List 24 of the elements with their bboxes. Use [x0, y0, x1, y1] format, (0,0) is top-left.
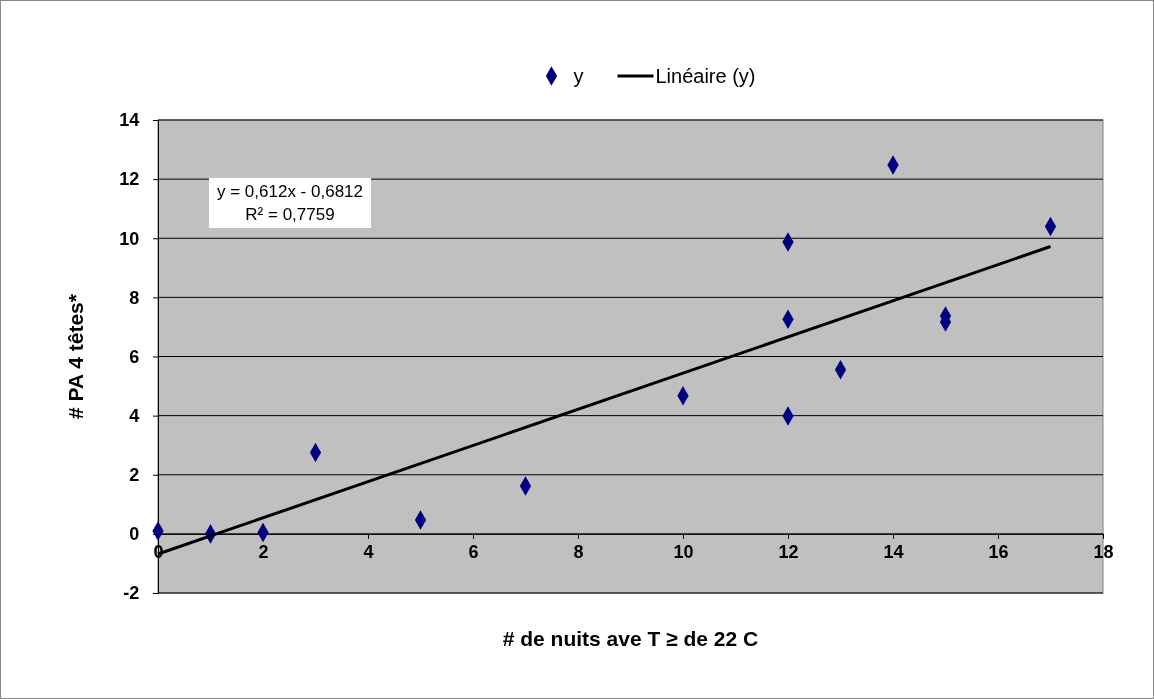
x-tick-label: 10	[673, 542, 694, 563]
y-tick-label: 0	[129, 524, 140, 545]
legend-label: y	[573, 65, 584, 87]
x-tick-label: 18	[1093, 542, 1114, 563]
x-tick-label: 12	[778, 542, 799, 563]
x-tick-label: 8	[573, 542, 584, 563]
y-axis-title: # PA 4 têtes*	[64, 293, 87, 419]
y-tick-label: 8	[129, 287, 140, 308]
annotation: R² = 0,7759	[245, 205, 335, 224]
x-axis-title: # de nuits ave T ≥ de 22 C	[502, 627, 759, 650]
y-tick-label: 14	[119, 110, 140, 131]
x-tick-label: 2	[258, 542, 269, 563]
x-tick-label: 4	[363, 542, 374, 563]
annotation: y = 0,612x - 0,6812	[216, 182, 364, 201]
x-tick-label: 6	[468, 542, 479, 563]
y-tick-label: 12	[119, 169, 140, 190]
y-tick-label: -2	[123, 583, 140, 604]
y-tick-label: 10	[119, 228, 140, 249]
legend-label: Linéaire (y)	[655, 65, 756, 87]
x-tick-label: 16	[988, 542, 1009, 563]
y-tick-label: 6	[129, 346, 140, 367]
x-tick-label: 14	[883, 542, 904, 563]
y-tick-label: 4	[129, 405, 140, 426]
y-tick-label: 2	[129, 465, 140, 486]
